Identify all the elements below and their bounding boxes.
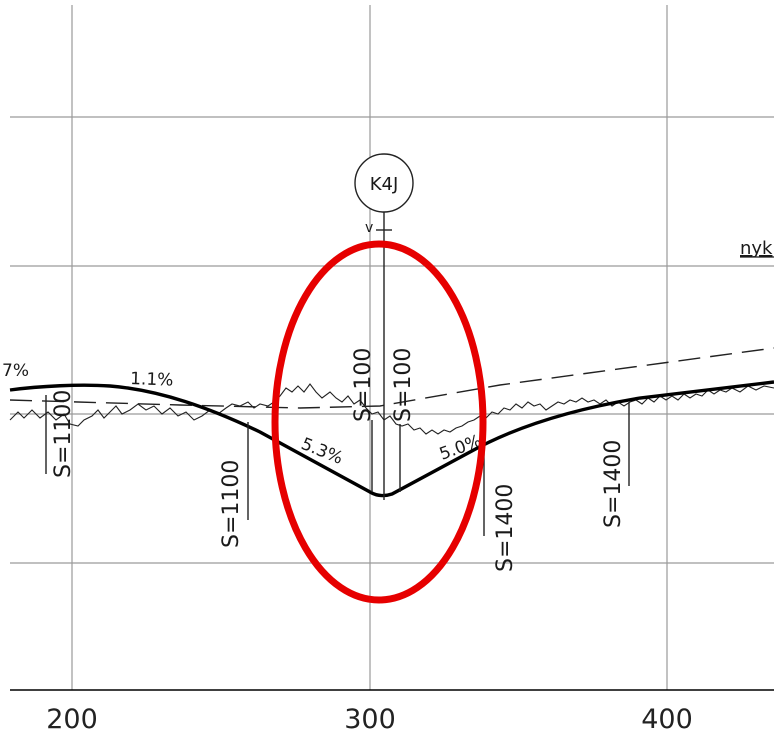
- design-profile-line: [9, 380, 774, 498]
- grade-label-left-down: 5.3%: [298, 434, 346, 469]
- dashed-tangent-line: [9, 347, 774, 409]
- curve-label-s1: S=1100: [51, 390, 76, 478]
- highlight-ellipse: [271, 240, 487, 604]
- x-tick-label-300: 300: [344, 704, 396, 735]
- curve-label-s6: S=1400: [601, 440, 626, 528]
- station-marker-label: K4J: [370, 174, 399, 195]
- grade-label-left-partial: 7%: [2, 361, 29, 381]
- curve-label-s2: S=1100: [219, 460, 244, 548]
- grade-label-left-flat: 1.1%: [130, 369, 174, 390]
- top-right-label: nyk: [740, 238, 773, 259]
- station-marker-sub-label: v: [365, 220, 373, 236]
- ground-profile-line: [9, 383, 774, 435]
- x-tick-label-200: 200: [46, 704, 98, 735]
- grid: [10, 5, 774, 690]
- curve-label-s5: S=1400: [493, 484, 518, 572]
- curve-label-s3: S=100: [351, 348, 376, 422]
- curve-label-s4: S=100: [391, 348, 416, 422]
- x-tick-label-400: 400: [641, 704, 693, 735]
- curve-ticks: [45, 395, 630, 536]
